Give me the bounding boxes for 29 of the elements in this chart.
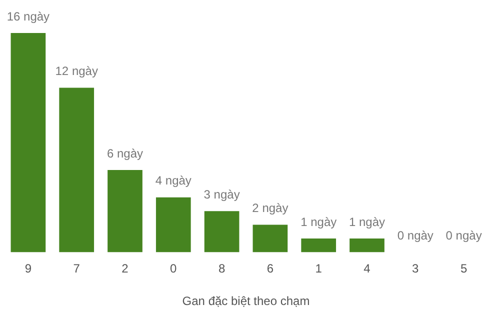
data-label: 4 ngày: [155, 174, 192, 188]
data-label: 1 ngày: [300, 214, 337, 229]
x-tick-label: 4: [364, 262, 371, 276]
data-label: 1 ngày: [348, 214, 386, 229]
data-label: 2 ngày: [252, 201, 288, 216]
data-label: 0 ngày: [446, 228, 482, 243]
bar: [59, 88, 94, 252]
x-tick-label: 1: [315, 262, 322, 276]
data-label: 16 ngày: [6, 9, 50, 24]
bar: [252, 224, 288, 252]
bar: [301, 238, 336, 252]
data-label: 12 ngày: [55, 64, 98, 78]
x-tick-label: 6: [266, 262, 274, 276]
data-label: 0 ngày: [397, 228, 434, 243]
bar: [204, 211, 240, 252]
bar: [350, 238, 384, 252]
x-axis-title: Gan đặc biệt theo chạm: [182, 294, 310, 308]
x-tick-label: 7: [73, 262, 80, 276]
x-tick-label: 3: [412, 262, 420, 276]
data-label: 6 ngày: [106, 146, 144, 160]
x-tick-label: 8: [218, 262, 226, 276]
x-tick-label: 2: [122, 262, 129, 276]
bar: [108, 170, 142, 252]
bar: [156, 197, 191, 252]
x-tick-label: 9: [24, 262, 32, 276]
x-tick-label: 0: [170, 262, 178, 276]
data-label: 3 ngày: [204, 187, 240, 202]
bar: [10, 33, 46, 252]
x-tick-label: 5: [460, 262, 468, 276]
